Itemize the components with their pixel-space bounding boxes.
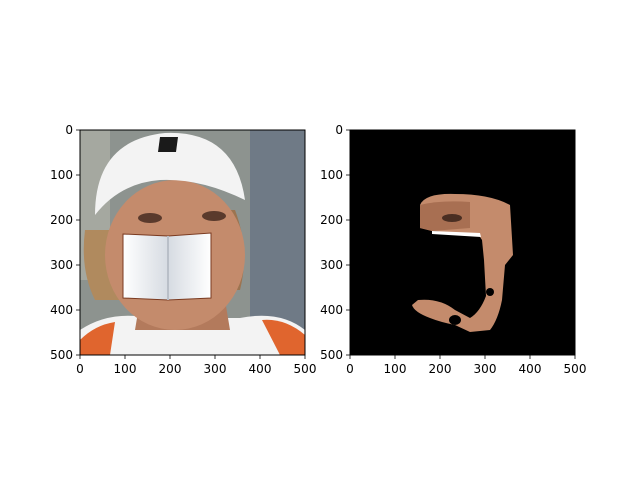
right-xtick-label: 200: [429, 362, 452, 376]
left-image: [80, 130, 305, 355]
left-xtick-label: 0: [76, 362, 84, 376]
left-axes-frame: [79, 129, 306, 356]
left-ytick-label: 100: [50, 168, 73, 182]
right-axes-frame: [349, 129, 576, 356]
left-xtick-label: 300: [204, 362, 227, 376]
left-xtick-label: 500: [294, 362, 317, 376]
right-image: [350, 130, 575, 355]
left-ytick-label: 200: [50, 213, 73, 227]
right-ytick-label: 200: [320, 213, 343, 227]
left-xtick-label: 200: [159, 362, 182, 376]
right-xtick-label: 300: [474, 362, 497, 376]
left-xtick-label: 100: [114, 362, 137, 376]
right-ytick-label: 400: [320, 303, 343, 317]
right-xtick-label: 0: [346, 362, 354, 376]
left-xtick-label: 400: [249, 362, 272, 376]
right-xtick-label: 400: [519, 362, 542, 376]
right-ytick-label: 0: [335, 123, 343, 137]
right-xtick-label: 500: [564, 362, 587, 376]
left-ytick-label: 0: [65, 123, 73, 137]
right-ytick-label: 100: [320, 168, 343, 182]
right-xtick-label: 100: [384, 362, 407, 376]
left-ytick-label: 400: [50, 303, 73, 317]
right-ytick-label: 500: [320, 348, 343, 362]
right-ytick-label: 300: [320, 258, 343, 272]
left-ytick-label: 500: [50, 348, 73, 362]
left-ytick-label: 300: [50, 258, 73, 272]
